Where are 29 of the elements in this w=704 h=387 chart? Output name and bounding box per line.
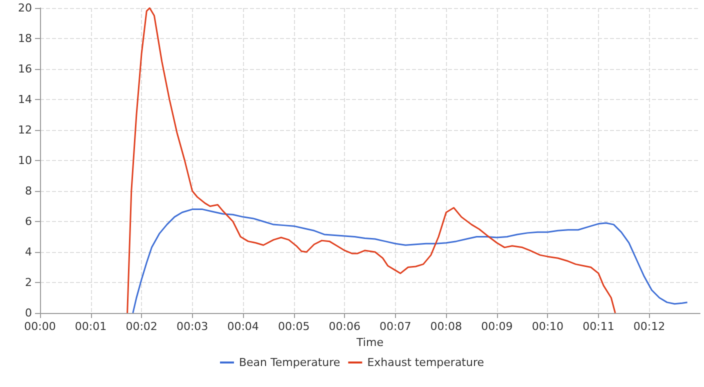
legend-label: Bean Temperature [238, 356, 340, 369]
y-tick-label: 12 [18, 124, 32, 136]
x-tick-label: 00:08 [430, 320, 462, 333]
x-tick-label: 00:11 [582, 320, 614, 333]
y-tick-label: 20 [18, 2, 32, 14]
y-tick-label: 6 [25, 215, 32, 228]
x-tick-label: 00:09 [481, 320, 513, 333]
legend-label: Exhaust temperature [367, 356, 484, 369]
line-series [132, 208, 688, 314]
y-tick-label: 2 [25, 276, 32, 289]
x-axis-title: Time [356, 336, 384, 349]
x-tick-label: 00:01 [74, 320, 107, 333]
y-tick-label: 10 [18, 154, 32, 167]
y-tick-label: 14 [18, 93, 32, 106]
y-tick-label: 4 [25, 246, 32, 258]
x-tick-label: 00:06 [328, 320, 360, 333]
y-tick-label: 18 [18, 32, 32, 45]
x-tick-label: 00:00 [24, 320, 56, 333]
x-tick-label: 00:12 [633, 320, 666, 333]
y-tick-label: 0 [25, 306, 32, 320]
x-tick-label: 00:04 [227, 320, 259, 333]
line-series [126, 7, 616, 314]
x-tick-label: 00:10 [532, 320, 564, 333]
x-tick-label: 00:02 [126, 320, 158, 333]
y-tick-label: 16 [18, 62, 32, 76]
x-tick-label: 00:07 [380, 320, 412, 333]
x-tick-label: 00:05 [278, 320, 310, 333]
x-tick-label: 00:03 [176, 320, 208, 333]
y-tick-label: 8 [25, 184, 32, 198]
